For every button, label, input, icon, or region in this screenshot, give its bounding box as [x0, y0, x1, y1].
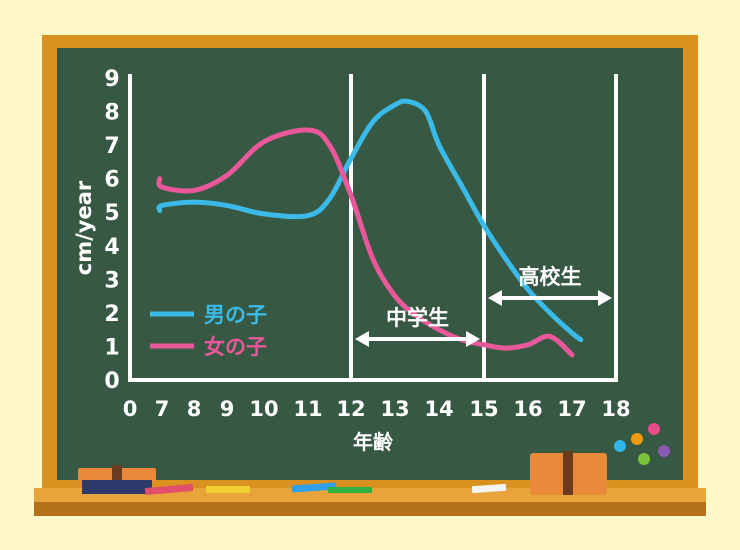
x-tick-label: 11	[293, 397, 322, 421]
y-tick-label: 2	[104, 302, 119, 327]
y-tick-label: 8	[104, 101, 119, 126]
chalk-blue	[291, 482, 337, 493]
chalk-green	[328, 487, 372, 493]
y-tick-label: 5	[104, 201, 119, 226]
axis-frame	[128, 74, 618, 382]
x-tick-label: 10	[249, 397, 278, 421]
x-tick-label: 0	[123, 397, 138, 421]
y-axis-label: cm/year	[72, 180, 96, 275]
chalk-tray-front	[34, 502, 706, 516]
y-tick-label: 1	[104, 335, 119, 360]
x-tick-label: 13	[380, 397, 409, 421]
legend-label: 女の子	[204, 335, 267, 359]
series-line-boys	[156, 98, 584, 343]
board-surface	[57, 48, 683, 480]
x-tick-label: 14	[424, 397, 453, 421]
y-tick-label: 9	[104, 67, 119, 92]
chalk-white	[471, 483, 507, 494]
x-tick-label: 9	[220, 397, 235, 421]
x-tick-label: 18	[601, 397, 630, 421]
annotation-arrowheads	[488, 290, 612, 306]
x-tick-label: 16	[513, 397, 542, 421]
x-tick-label: 15	[469, 397, 498, 421]
series-line-girls	[156, 127, 575, 358]
annotation-label: 高校生	[519, 265, 582, 289]
annotation-arrowheads	[355, 331, 480, 347]
eraser-left	[78, 465, 156, 494]
legend-label: 男の子	[204, 303, 267, 327]
magnets	[614, 423, 670, 465]
x-axis-label: 年齢	[353, 430, 394, 454]
y-tick-label: 6	[104, 168, 119, 193]
y-tick-label: 4	[104, 235, 119, 260]
annotation-label: 中学生	[386, 306, 449, 330]
x-tick-label: 12	[336, 397, 365, 421]
x-tick-label: 8	[187, 397, 202, 421]
x-tick-label: 17	[557, 397, 586, 421]
eraser-right	[530, 451, 607, 495]
y-tick-label: 7	[104, 134, 119, 159]
y-tick-label: 0	[104, 369, 119, 394]
y-tick-label: 3	[104, 268, 119, 293]
chalk-yellow	[206, 486, 250, 493]
chalk-red	[144, 483, 194, 496]
x-tick-label: 7	[155, 397, 170, 421]
